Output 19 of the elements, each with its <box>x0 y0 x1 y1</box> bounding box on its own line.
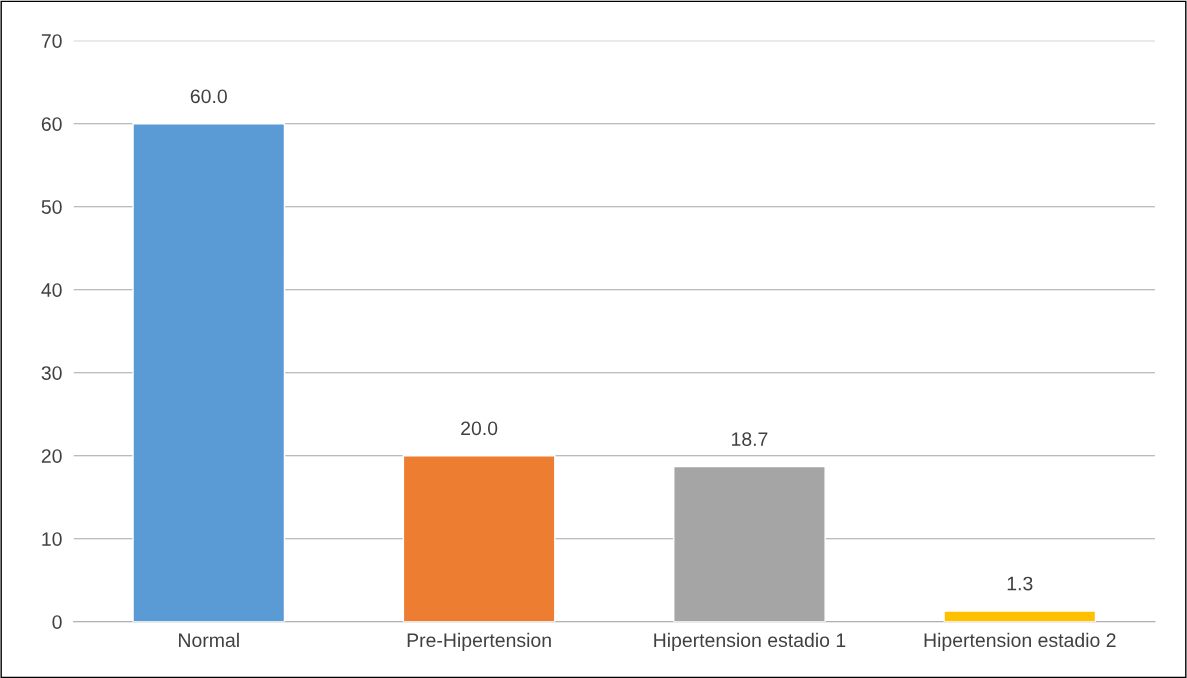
y-tick-label: 10 <box>42 532 62 546</box>
x-tick-label: Normal <box>179 632 239 648</box>
bar <box>943 610 1097 622</box>
y-tick-label: 20 <box>41 449 62 463</box>
bar <box>132 122 286 622</box>
y-tick-label: 60 <box>41 117 62 131</box>
x-tick-label: Hipertension estadio 1 <box>654 632 846 651</box>
data-label: 1.3 <box>1007 576 1033 591</box>
x-tick-label: Pre-Hipertension <box>407 632 551 651</box>
y-tick-label: 70 <box>41 34 62 48</box>
bar <box>402 455 556 622</box>
data-label: 60.0 <box>190 89 227 104</box>
data-label: 20.0 <box>461 421 498 436</box>
y-tick-label: 50 <box>41 200 62 214</box>
data-label: 18.7 <box>732 432 768 446</box>
y-tick-label: 40 <box>41 283 62 297</box>
y-tick-label: 0 <box>52 615 62 629</box>
y-tick-label: 30 <box>41 366 62 380</box>
x-tick-label: Hipertension estadio 2 <box>924 632 1116 651</box>
